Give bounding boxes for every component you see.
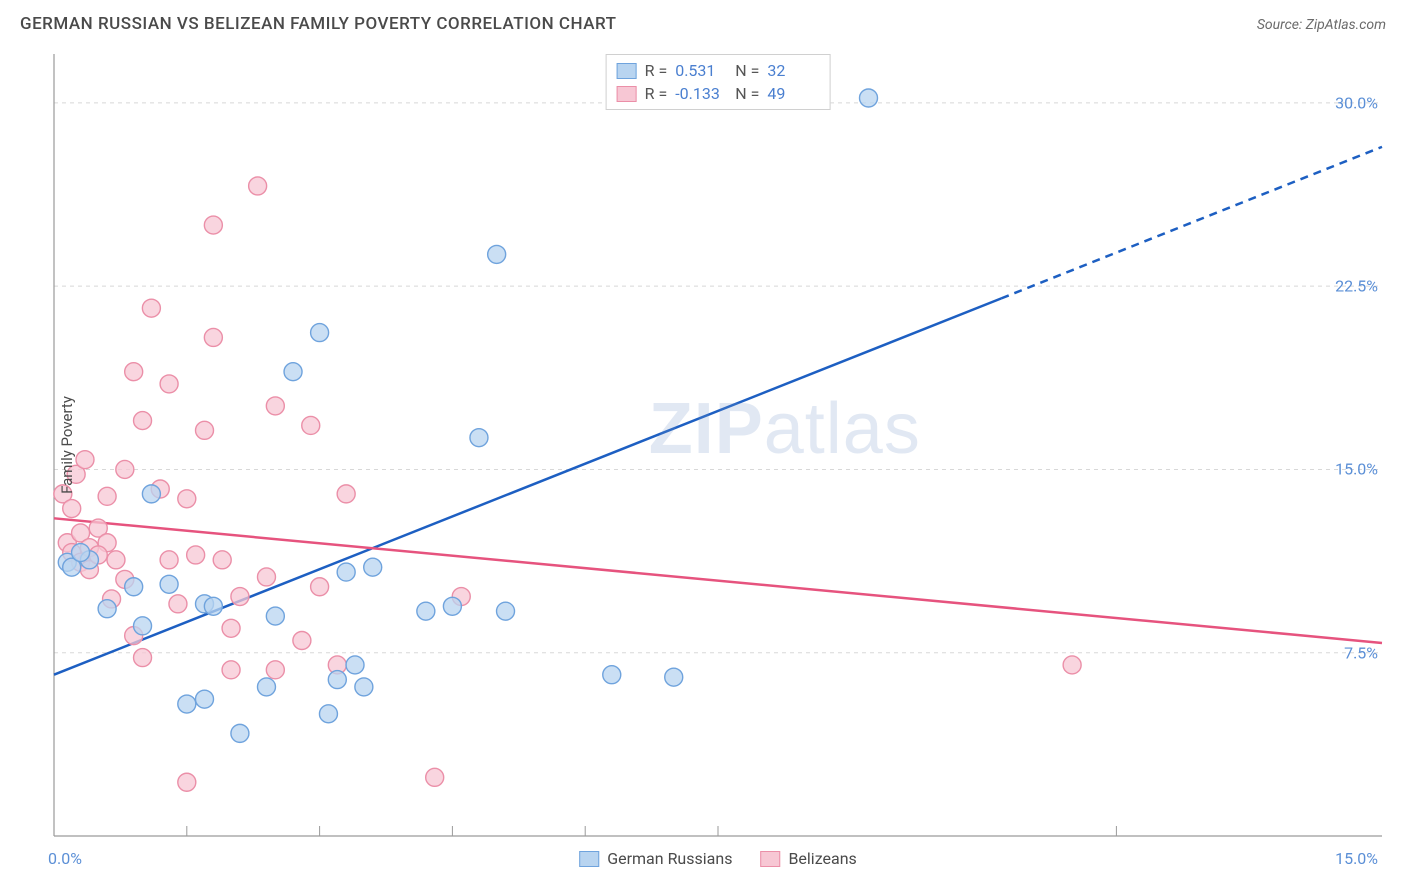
stats-row: R = 0.531 N = 32 <box>617 59 820 82</box>
legend-item: Belizeans <box>760 849 856 868</box>
stat-r-value: 0.531 <box>675 61 727 80</box>
scatter-plot <box>50 50 1386 840</box>
swatch-icon <box>760 851 780 867</box>
stats-row: R = -0.133 N = 49 <box>617 82 820 105</box>
stat-r-value: -0.133 <box>675 84 727 103</box>
y-axis-label: Family Poverty <box>58 396 76 494</box>
y-tick: 7.5% <box>1344 643 1378 662</box>
stat-r-label: R = <box>645 84 668 103</box>
stat-n-value: 49 <box>767 84 819 103</box>
swatch-icon <box>617 63 637 79</box>
stat-n-label: N = <box>735 61 759 80</box>
x-tick-min: 0.0% <box>48 849 82 868</box>
y-tick: 30.0% <box>1335 93 1378 112</box>
swatch-icon <box>579 851 599 867</box>
stat-r-label: R = <box>645 61 668 80</box>
chart-area: Family Poverty 7.5%15.0%22.5%30.0% 0.0% … <box>50 50 1386 840</box>
stat-n-value: 32 <box>767 61 819 80</box>
legend-label: German Russians <box>607 849 732 868</box>
legend-label: Belizeans <box>788 849 856 868</box>
swatch-icon <box>617 86 637 102</box>
y-tick: 22.5% <box>1335 277 1378 296</box>
chart-source: Source: ZipAtlas.com <box>1257 17 1386 33</box>
legend: German Russians Belizeans <box>579 849 857 868</box>
stat-n-label: N = <box>735 84 759 103</box>
chart-title: GERMAN RUSSIAN VS BELIZEAN FAMILY POVERT… <box>20 14 616 34</box>
y-tick: 15.0% <box>1335 460 1378 479</box>
stats-box: R = 0.531 N = 32 R = -0.133 N = 49 <box>606 54 831 110</box>
legend-item: German Russians <box>579 849 732 868</box>
x-tick-max: 15.0% <box>1335 849 1378 868</box>
